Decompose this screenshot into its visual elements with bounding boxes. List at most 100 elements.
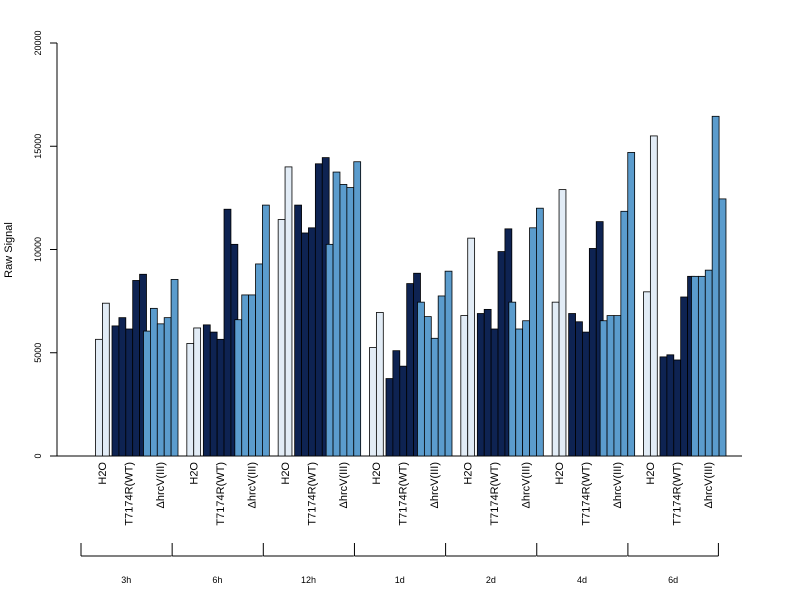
bar	[325, 243, 334, 457]
bar	[490, 328, 499, 457]
bar	[406, 283, 414, 457]
bar	[301, 232, 309, 457]
group-label: ΔhrcV(III)	[521, 462, 533, 508]
bar	[163, 317, 172, 457]
y-tick-label: 10000	[33, 237, 43, 262]
bar	[606, 315, 615, 457]
bar	[277, 219, 286, 457]
bar	[508, 301, 517, 457]
bar	[216, 338, 225, 457]
bar	[711, 115, 720, 457]
bar	[375, 312, 384, 457]
bar	[588, 248, 597, 457]
timepoint-label: 3h	[121, 575, 131, 585]
bar	[308, 227, 316, 457]
bar	[193, 327, 202, 457]
y-tick-label: 15000	[33, 134, 43, 159]
bar	[423, 316, 432, 457]
y-tick-label: 5000	[33, 343, 43, 363]
bar	[529, 227, 537, 457]
bar	[697, 275, 706, 457]
bar	[262, 204, 270, 457]
bar	[385, 378, 394, 457]
x-axis-labels: H2O T7174R(WT) ΔhrcV(III) H2O T7174R(WT) Δhrc…	[97, 462, 715, 526]
bar	[170, 279, 179, 457]
bar	[209, 331, 218, 457]
bar	[156, 323, 165, 457]
y-axis: 0 5000 10000 15000 20000	[33, 30, 58, 459]
bar	[430, 337, 439, 457]
bar	[102, 302, 110, 457]
timepoint-axis: 3h 6h 12h 1d 2d 4d 6d	[80, 543, 719, 585]
group-label: T7174R(WT)	[215, 462, 227, 526]
bar	[392, 350, 401, 457]
group-label: T7174R(WT)	[306, 462, 318, 526]
bar	[223, 208, 232, 457]
group-label: ΔhrcV(III)	[429, 462, 441, 508]
timepoint-label: 2d	[486, 575, 496, 585]
group-label: ΔhrcV(III)	[612, 462, 624, 508]
bar	[399, 365, 408, 457]
bar	[536, 207, 544, 457]
bar	[132, 280, 140, 457]
bar	[659, 356, 668, 457]
y-tick-label: 0	[33, 453, 43, 458]
timepoint-label: 6h	[212, 575, 222, 585]
bar	[332, 171, 341, 457]
bar	[620, 210, 629, 457]
bar	[613, 315, 622, 457]
bar	[691, 275, 699, 457]
bar	[248, 294, 256, 457]
group-label: T7174R(WT)	[398, 462, 410, 526]
group-label: T7174R(WT)	[580, 462, 592, 526]
bar	[522, 320, 530, 457]
group-label: H2O	[280, 462, 292, 485]
bar	[241, 294, 250, 457]
y-tick-label: 20000	[33, 30, 43, 55]
bar	[467, 237, 476, 457]
bar	[575, 321, 583, 457]
bar	[294, 204, 302, 457]
bar	[353, 161, 362, 457]
bar	[497, 251, 506, 457]
group-label: ΔhrcV(III)	[703, 462, 715, 508]
bar	[339, 184, 348, 457]
bar	[346, 187, 355, 457]
bar	[515, 328, 524, 457]
bar	[599, 320, 608, 457]
y-axis-label: Raw Signal	[3, 222, 15, 278]
bar	[118, 317, 127, 457]
bar	[582, 331, 590, 457]
timepoint-label: 12h	[301, 575, 316, 585]
group-label: H2O	[463, 462, 475, 485]
bar	[444, 270, 453, 457]
bar	[680, 296, 688, 457]
bar	[673, 359, 682, 457]
bar	[314, 163, 323, 457]
group-label: T7174R(WT)	[672, 462, 684, 526]
bar	[558, 189, 567, 457]
bar	[255, 263, 263, 457]
bar	[551, 301, 560, 457]
bar	[284, 166, 293, 457]
group-label: T7174R(WT)	[124, 462, 136, 526]
bar	[111, 325, 120, 457]
bar	[643, 291, 651, 457]
bar	[476, 313, 485, 457]
timepoint-label: 1d	[395, 575, 405, 585]
bar	[417, 301, 425, 457]
group-label: ΔhrcV(III)	[155, 462, 167, 508]
group-label: H2O	[645, 462, 657, 485]
group-label: H2O	[97, 462, 109, 485]
group-label: H2O	[371, 462, 383, 485]
bar	[568, 313, 576, 457]
group-label: T7174R(WT)	[489, 462, 501, 526]
bar	[234, 319, 243, 457]
group-label: H2O	[189, 462, 201, 485]
bar	[186, 343, 195, 457]
bar	[149, 307, 158, 457]
bar	[666, 354, 675, 457]
bar	[369, 347, 377, 457]
